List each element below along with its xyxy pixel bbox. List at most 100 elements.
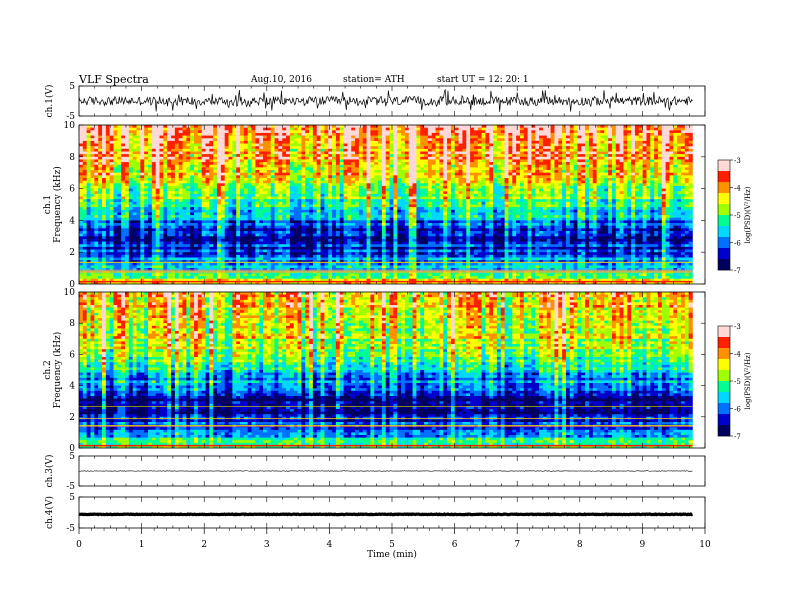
- spectrogram-cell: [634, 180, 640, 184]
- spectrogram-cell: [535, 146, 540, 150]
- spectrogram-cell: [401, 175, 406, 179]
- spectrogram-cell: [94, 140, 99, 144]
- spectrogram-cell: [339, 196, 344, 200]
- spectrogram-cell: [485, 138, 490, 142]
- spectrogram-cell: [136, 154, 141, 158]
- spectrogram-cell: [381, 193, 387, 197]
- spectrogram-cell: [286, 132, 291, 136]
- spectrogram-cell: [424, 180, 429, 184]
- spectrogram-cell: [435, 193, 440, 197]
- spectrogram-cell: [144, 143, 149, 147]
- spectrogram-cell: [454, 130, 459, 134]
- spectrogram-cell: [393, 188, 398, 192]
- spectrogram-cell: [125, 199, 130, 203]
- spectrogram-cell: [592, 127, 597, 131]
- spectrogram-cell: [201, 125, 206, 128]
- spectrogram-cell: [427, 180, 433, 184]
- spectrogram-cell: [259, 132, 264, 136]
- spectrogram-cell: [619, 185, 624, 189]
- spectrogram-cell: [512, 132, 517, 136]
- spectrogram-cell: [217, 154, 222, 158]
- spectrogram-cell: [569, 159, 574, 163]
- spectrogram-cell: [105, 183, 110, 187]
- spectrogram-cell: [431, 140, 436, 144]
- spectrogram-cell: [477, 127, 482, 131]
- spectrogram-cell: [205, 162, 210, 166]
- spectrogram-cell: [113, 130, 118, 134]
- spectrogram-cell: [117, 164, 122, 168]
- spectrogram-cell: [335, 140, 341, 144]
- spectrogram-cell: [393, 146, 398, 150]
- spectrogram-cell: [623, 143, 628, 147]
- spectrogram-cell: [527, 196, 532, 200]
- spectrogram-cell: [270, 172, 275, 176]
- spectrogram-cell: [604, 180, 609, 184]
- spectrogram-cell: [194, 148, 199, 152]
- spectrogram-cell: [121, 130, 126, 134]
- spectrogram-cell: [251, 183, 256, 187]
- spectrogram-cell: [205, 183, 210, 187]
- spectrogram-cell: [581, 140, 586, 144]
- spectrogram-cell: [619, 196, 624, 200]
- spectrogram-cell: [293, 135, 298, 139]
- spectrogram-cell: [439, 167, 444, 171]
- spectrogram-cell: [654, 130, 659, 134]
- spectrogram-cell: [186, 167, 191, 171]
- spectrogram-cell: [489, 164, 494, 168]
- spectrogram-cell: [554, 130, 559, 134]
- spectrogram-cell: [286, 143, 291, 147]
- spectrogram-cell: [132, 185, 137, 189]
- spectrogram-cell: [86, 140, 91, 144]
- spectrogram-cell: [558, 140, 563, 144]
- spectrogram-cell: [82, 127, 87, 131]
- spectrogram-cell: [121, 164, 126, 168]
- spectrogram-cell: [673, 183, 678, 187]
- spectrogram-cell: [194, 204, 199, 208]
- spectrogram-cell: [293, 146, 298, 150]
- spectrogram-cell: [251, 180, 256, 184]
- spectrogram-cell: [324, 148, 329, 152]
- spectrogram-cell: [320, 146, 325, 150]
- spectrogram-cell: [79, 127, 84, 131]
- spectrogram-cell: [393, 164, 398, 168]
- spectrogram-cell: [665, 164, 670, 168]
- spectrogram-cell: [140, 146, 145, 150]
- spectrogram-cell: [182, 162, 187, 166]
- spectrogram-cell: [608, 191, 613, 195]
- spectrogram-cell: [631, 143, 636, 147]
- spectrogram-cell: [339, 204, 344, 208]
- spectrogram-cell: [523, 127, 528, 131]
- spectrogram-cell: [424, 201, 429, 205]
- spectrogram-cell: [286, 172, 291, 176]
- spectrogram-cell: [240, 180, 245, 184]
- spectrogram-cell: [424, 188, 429, 192]
- spectrogram-cell: [374, 185, 379, 189]
- spectrogram-cell: [577, 196, 582, 200]
- spectrogram-cell: [508, 172, 513, 176]
- spectrogram-cell: [412, 188, 417, 192]
- spectrogram-cell: [320, 140, 325, 144]
- spectrogram-cell: [186, 178, 191, 181]
- spectrogram-cell: [477, 151, 482, 155]
- spectrogram-cell: [312, 175, 318, 179]
- spectrogram-cell: [546, 146, 551, 150]
- spectrogram-cell: [236, 143, 241, 147]
- spectrogram-cell: [508, 135, 513, 139]
- spectrogram-cell: [343, 185, 348, 189]
- spectrogram-cell: [516, 156, 521, 160]
- spectrogram-cell: [305, 164, 310, 168]
- spectrogram-cell: [619, 156, 624, 160]
- spectrogram-cell: [642, 156, 647, 160]
- spectrogram-cell: [542, 148, 548, 152]
- spectrogram-cell: [539, 196, 544, 200]
- spectrogram-cell: [209, 154, 214, 158]
- spectrogram-cell: [677, 132, 682, 136]
- spectrogram-cell: [98, 132, 103, 136]
- spectrogram-cell: [531, 162, 536, 166]
- spectrogram-cell: [512, 178, 517, 181]
- spectrogram-cell: [109, 146, 114, 150]
- spectrogram-cell: [435, 135, 440, 139]
- spectrogram-cell: [473, 201, 479, 205]
- spectrogram-cell: [94, 172, 99, 176]
- spectrogram-cell: [470, 140, 475, 144]
